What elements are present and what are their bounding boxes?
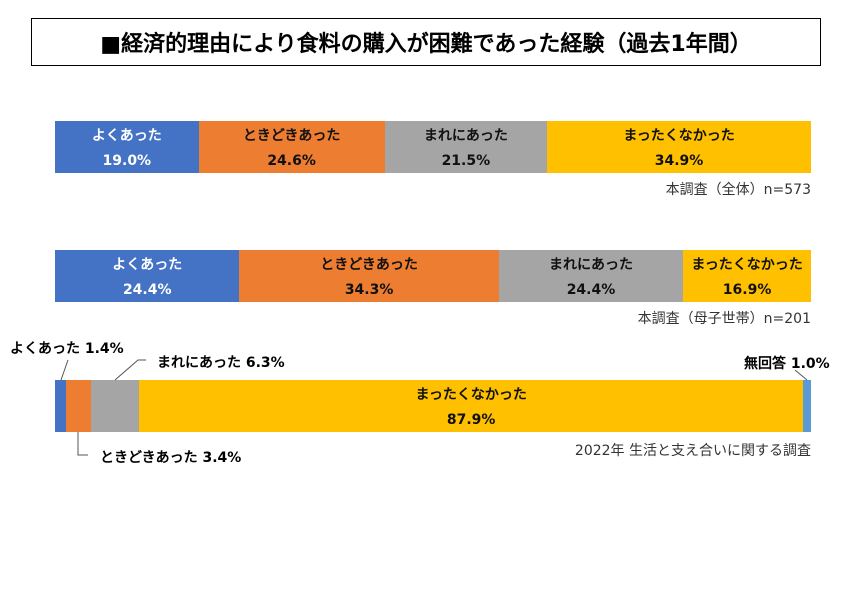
- callout-line-often: [60, 359, 69, 381]
- segment-category-label: まったくなかった: [623, 128, 735, 144]
- segment-value-label: 24.4%: [122, 282, 172, 298]
- bar-segment: まったくなかった 16.9%: [683, 250, 811, 302]
- callout-sometimes: ときどきあった 3.4%: [100, 450, 242, 466]
- bar-segment: [65, 380, 92, 432]
- bar-segment: まれにあった 21.5%: [384, 121, 548, 173]
- segment-value-label: 34.3%: [344, 282, 394, 298]
- stacked-bar-national-survey: まったくなかった 87.9%: [55, 380, 811, 432]
- bar-segment: [55, 380, 66, 432]
- callout-line-no-answer: [794, 369, 808, 381]
- callout-often: よくあった 1.4%: [10, 341, 124, 357]
- bar-segment: [803, 380, 811, 432]
- segment-value-label: 21.5%: [441, 153, 491, 169]
- segment-category-label: まったくなかった: [415, 387, 527, 403]
- bar-segment: まったくなかった 87.9%: [138, 380, 804, 432]
- segment-value-label: 24.6%: [267, 153, 316, 169]
- bar-segment: よくあった 24.4%: [55, 250, 240, 302]
- bar-segment: まれにあった 24.4%: [498, 250, 684, 302]
- segment-category-label: まったくなかった: [691, 257, 803, 273]
- bar-segment: ときどきあった 34.3%: [239, 250, 499, 302]
- callout-no-answer: 無回答 1.0%: [744, 356, 830, 372]
- segment-value-label: 24.4%: [566, 282, 616, 298]
- chart-title: ■経済的理由により食料の購入が困難であった経験（過去1年間）: [31, 18, 821, 66]
- segment-category-label: ときどきあった: [242, 128, 341, 144]
- segment-category-label: よくあった: [91, 128, 162, 144]
- callout-rarely: まれにあった 6.3%: [157, 355, 285, 371]
- bar-segment: よくあった 19.0%: [55, 121, 199, 173]
- segment-value-label: 87.9%: [446, 412, 496, 428]
- segment-category-label: よくあった: [112, 257, 183, 273]
- segment-value-label: 16.9%: [722, 282, 772, 298]
- segment-category-label: まれにあった: [423, 128, 508, 144]
- bar-segment: まったくなかった 34.9%: [547, 121, 811, 173]
- source-label-overall: 本調査（全体）n=573: [665, 182, 811, 198]
- source-label-single-mother: 本調査（母子世帯）n=201: [637, 311, 811, 327]
- bar-segment: ときどきあった 24.6%: [198, 121, 385, 173]
- segment-category-label: ときどきあった: [320, 257, 418, 273]
- segment-value-label: 19.0%: [102, 153, 152, 169]
- callout-line-sometimes: [77, 432, 88, 456]
- callout-line-rarely: [114, 359, 146, 381]
- stacked-bar-single-mother: よくあった 24.4% ときどきあった 34.3% まれにあった 24.4% まったくなかっ…: [55, 250, 811, 302]
- segment-category-label: まれにあった: [548, 257, 633, 273]
- segment-value-label: 34.9%: [654, 153, 704, 169]
- source-label-national-survey: 2022年 生活と支え合いに関する調査: [574, 443, 811, 459]
- stacked-bar-overall: よくあった 19.0% ときどきあった 24.6% まれにあった 21.5% まったくなかっ…: [55, 121, 811, 173]
- bar-segment: [91, 380, 139, 432]
